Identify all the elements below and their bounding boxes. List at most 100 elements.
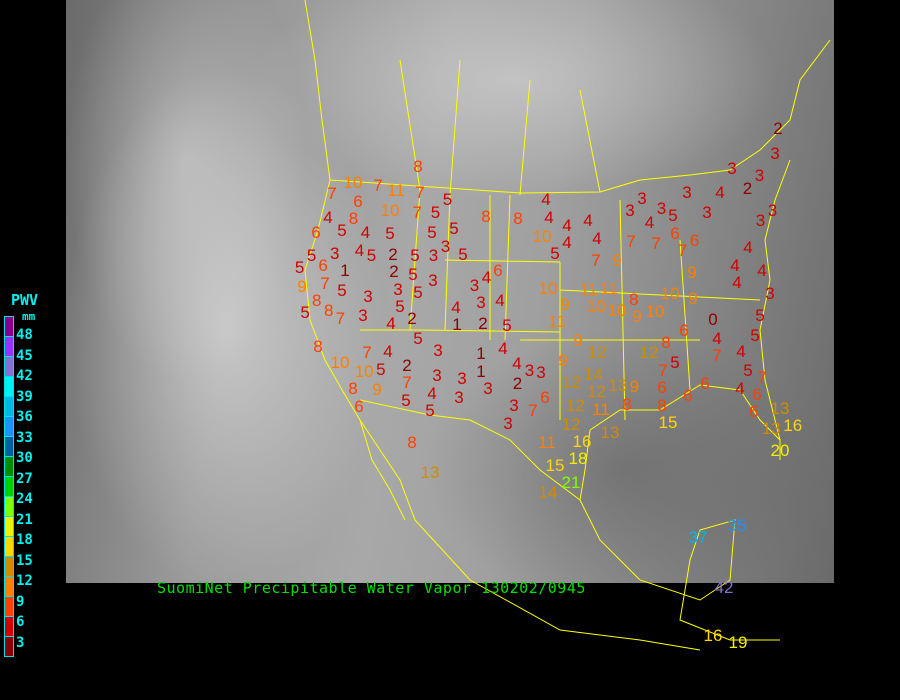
- station-pwv-value: 3: [469, 275, 480, 295]
- station-pwv-value: 4: [354, 240, 365, 260]
- station-pwv-value: 4: [712, 328, 722, 348]
- station-pwv-value: 2: [388, 245, 398, 265]
- station-pwv-value: 9: [612, 250, 622, 270]
- baja-coast: [359, 419, 406, 521]
- station-pwv-value: 5: [413, 282, 423, 302]
- station-pwv-value: 11: [387, 180, 405, 200]
- station-pwv-value: 8: [413, 156, 423, 176]
- station-pwv-value: 9: [629, 377, 640, 397]
- station-pwv-value: 4: [757, 260, 767, 280]
- station-pwv-value: 37: [688, 527, 708, 547]
- station-pwv-value: 10: [660, 284, 680, 304]
- station-pwv-value: 4: [323, 207, 333, 227]
- station-pwv-value: 2: [742, 178, 753, 198]
- station-pwv-value: 9: [297, 276, 307, 296]
- station-pwv-value: 6: [493, 260, 503, 280]
- station-pwv-value: 3: [393, 279, 403, 299]
- station-pwv-value: 1: [452, 315, 462, 335]
- station-pwv-value: 5: [750, 325, 760, 345]
- station-pwv-value: 2: [512, 373, 523, 393]
- station-pwv-value: 7: [335, 308, 346, 328]
- station-pwv-value: 4: [735, 378, 745, 398]
- legend-swatch: [4, 616, 14, 636]
- station-pwv-value: 3: [363, 286, 373, 306]
- station-pwv-value: 5: [425, 401, 435, 421]
- station-pwv-value: 6: [679, 320, 689, 340]
- legend-swatch: [4, 496, 14, 516]
- station-pwv-value: 35: [727, 515, 747, 535]
- station-pwv-value: 11: [580, 279, 598, 299]
- station-pwv-value: 8: [313, 336, 323, 356]
- station-pwv-value: 12: [561, 414, 581, 434]
- legend-swatch: [4, 636, 14, 657]
- station-pwv-value: 4: [592, 228, 602, 248]
- station-pwv-value: 5: [306, 245, 317, 265]
- station-pwv-value: 6: [354, 396, 364, 416]
- station-pwv-value: 4: [732, 273, 742, 293]
- station-pwv-value: 7: [677, 241, 688, 261]
- station-pwv-value: 3: [765, 283, 775, 303]
- station-pwv-value: 7: [412, 202, 422, 222]
- gulf-coast: [589, 384, 781, 460]
- legend-swatch: [4, 396, 14, 416]
- legend-swatch: [4, 516, 14, 536]
- station-pwv-value: 0: [708, 309, 718, 329]
- station-pwv-value: 4: [512, 353, 522, 373]
- station-pwv-value: 5: [300, 302, 310, 322]
- station-pwv-value: 3: [727, 158, 737, 178]
- us-mexico-border: [359, 399, 581, 501]
- station-pwv-value: 10: [330, 352, 350, 372]
- satellite-map: [66, 0, 834, 583]
- station-pwv-value: 3: [483, 379, 493, 399]
- station-pwv-value: 8: [481, 206, 491, 226]
- station-pwv-value: 16: [703, 625, 723, 645]
- station-pwv-value: 7: [528, 400, 538, 420]
- station-pwv-value: 10: [586, 297, 606, 317]
- station-pwv-value: 9: [688, 288, 698, 308]
- map-title: SuomiNet Precipitable Water Vapor 130202…: [157, 579, 586, 597]
- station-pwv-value: 4: [451, 297, 461, 317]
- west-coast: [304, 0, 416, 521]
- station-pwv-value: 7: [327, 183, 337, 203]
- station-pwv-value: 4: [544, 207, 554, 227]
- station-pwv-value: 5: [743, 360, 753, 380]
- legend-label: 33: [16, 429, 33, 446]
- station-pwv-value: 8: [324, 300, 334, 320]
- legend-label: 36: [16, 409, 33, 425]
- station-pwv-value: 9: [560, 294, 570, 314]
- station-pwv-value: 4: [743, 237, 753, 257]
- legend-label: 12: [16, 573, 33, 589]
- station-pwv-value: 5: [550, 244, 560, 264]
- us-canada-border: [329, 39, 831, 194]
- station-pwv-value: 13: [600, 422, 620, 442]
- station-pwv-value: 3: [767, 200, 778, 220]
- station-pwv-value: 19: [728, 632, 748, 652]
- station-pwv-value: 9: [573, 330, 583, 350]
- station-pwv-value: 13: [770, 398, 790, 418]
- station-pwv-value: 3: [454, 387, 464, 407]
- station-pwv-value: 6: [749, 402, 759, 422]
- station-pwv-value: 8: [657, 395, 667, 415]
- station-pwv-value: 3: [509, 396, 519, 416]
- station-pwv-value: 2: [478, 313, 488, 333]
- station-pwv-value: 9: [687, 262, 697, 282]
- station-pwv-value: 5: [376, 359, 386, 379]
- station-pwv-value: 5: [413, 328, 423, 348]
- station-pwv-value: 8: [513, 208, 523, 228]
- station-pwv-value: 14: [583, 364, 603, 384]
- station-pwv-value: 3: [656, 198, 667, 218]
- station-pwv-value: 4: [360, 223, 371, 243]
- station-pwv-value: 8: [348, 379, 358, 399]
- legend-swatch: [4, 476, 14, 496]
- station-pwv-value: 5: [395, 297, 405, 316]
- legend-label: 3: [16, 634, 25, 651]
- station-pwv-value: 4: [562, 233, 572, 253]
- station-pwv-value: 8: [622, 394, 632, 414]
- station-pwv-value: 10: [354, 362, 374, 382]
- station-pwv-value: 3: [457, 368, 467, 388]
- legend-label: 39: [16, 388, 33, 405]
- station-pwv-value: 5: [294, 257, 305, 277]
- station-pwv-value: 11: [548, 312, 566, 332]
- legend-label: 6: [16, 614, 25, 630]
- station-pwv-value: 7: [320, 273, 330, 293]
